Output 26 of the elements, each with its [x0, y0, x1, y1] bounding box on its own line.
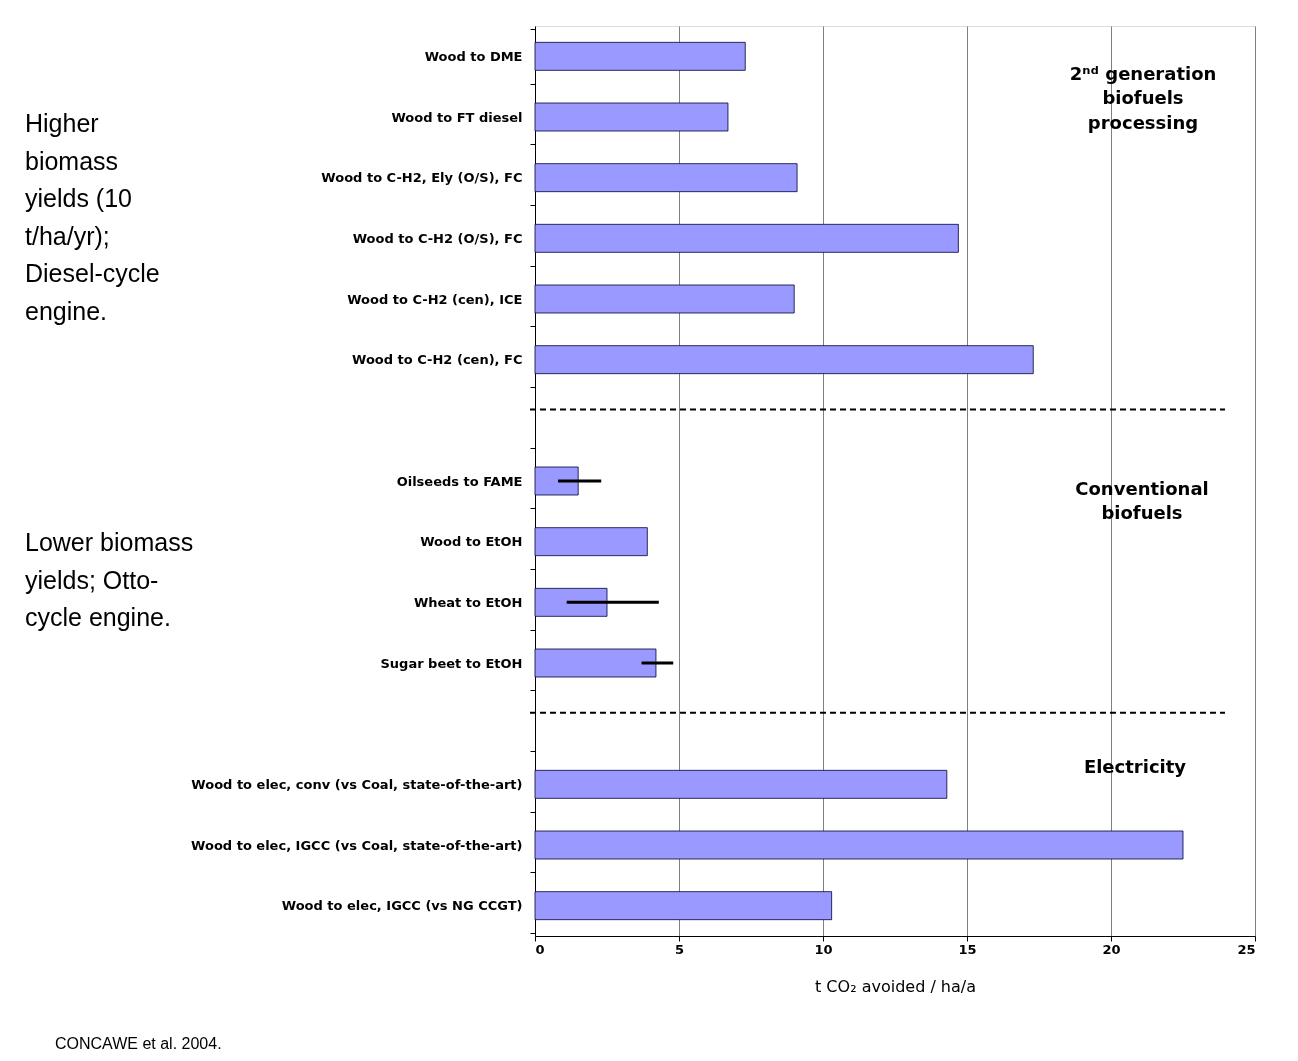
text: CONCAWE et al. 2004.: [55, 1035, 222, 1052]
annotation: Electricity: [1083, 756, 1187, 777]
y-tick-label: Wood to elec, IGCC (vs NG CCGT): [281, 898, 523, 914]
y-tick-label: Wood to FT diesel: [391, 109, 523, 125]
y-tick-label: Wood to EtOH: [420, 534, 523, 550]
text: Higher biomass yields (10 t/ha/yr); Diesel-cycle engine.: [25, 109, 160, 325]
x-tick-label: 0: [535, 941, 545, 957]
y-tick-label: Wood to C-H2 (cen), ICE: [347, 291, 523, 307]
y-tick-label: Wood to C-H2 (O/S), FC: [352, 230, 523, 246]
annotation: Conventional biofuels: [1075, 478, 1209, 524]
text: Lower biomass yields; Otto-cycle engine.: [25, 528, 194, 631]
x-axis-title: t CO₂ avoided / ha/a: [815, 976, 976, 996]
y-tick-label: Wood to C-H2, Ely (O/S), FC: [321, 170, 523, 186]
y-tick-label: Wood to elec, conv (vs Coal, state-of-the-art): [191, 776, 523, 792]
x-tick-label: 20: [1102, 941, 1121, 957]
y-tick-label: Sugar beet to EtOH: [380, 655, 523, 671]
y-tick-label: Wood to DME: [424, 48, 523, 64]
y-tick-label: Wood to elec, IGCC (vs Coal, state-of-the-art): [191, 837, 523, 853]
x-tick-label: 25: [1237, 941, 1256, 957]
x-tick-label: 5: [674, 941, 685, 957]
y-tick-label: Wood to C-H2 (cen), FC: [352, 352, 523, 368]
y-tick-label: Wheat to EtOH: [413, 594, 523, 610]
y-tick-label: Oilseeds to FAME: [396, 473, 523, 489]
annotation: 2ⁿᵈ generation biofuels processing: [1069, 63, 1217, 133]
x-tick-label: 10: [814, 941, 833, 957]
x-tick-label: 15: [958, 941, 977, 957]
